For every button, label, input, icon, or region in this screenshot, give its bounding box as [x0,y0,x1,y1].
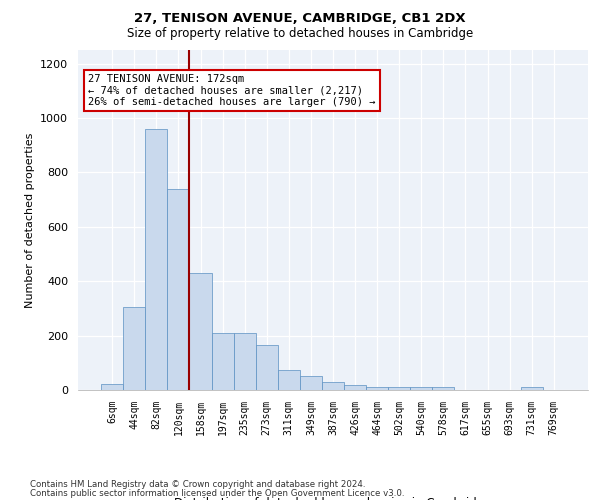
Bar [433,388,454,390]
Bar [212,333,233,390]
Bar [410,388,433,390]
Bar [344,384,366,390]
Bar [123,307,145,390]
Bar [322,382,344,390]
Bar [521,386,543,390]
Bar [366,388,388,390]
Text: 27, TENISON AVENUE, CAMBRIDGE, CB1 2DX: 27, TENISON AVENUE, CAMBRIDGE, CB1 2DX [134,12,466,26]
Bar [278,370,300,390]
Bar [101,384,123,390]
Bar [190,273,212,390]
Bar [256,345,278,390]
Bar [233,333,256,390]
Text: 27 TENISON AVENUE: 172sqm
← 74% of detached houses are smaller (2,217)
26% of se: 27 TENISON AVENUE: 172sqm ← 74% of detac… [88,74,376,107]
Text: Contains public sector information licensed under the Open Government Licence v3: Contains public sector information licen… [30,488,404,498]
Bar [145,129,167,390]
Bar [167,188,190,390]
Text: Size of property relative to detached houses in Cambridge: Size of property relative to detached ho… [127,28,473,40]
Text: Contains HM Land Registry data © Crown copyright and database right 2024.: Contains HM Land Registry data © Crown c… [30,480,365,489]
Bar [300,376,322,390]
X-axis label: Distribution of detached houses by size in Cambridge: Distribution of detached houses by size … [174,498,492,500]
Y-axis label: Number of detached properties: Number of detached properties [25,132,35,308]
Bar [388,388,410,390]
